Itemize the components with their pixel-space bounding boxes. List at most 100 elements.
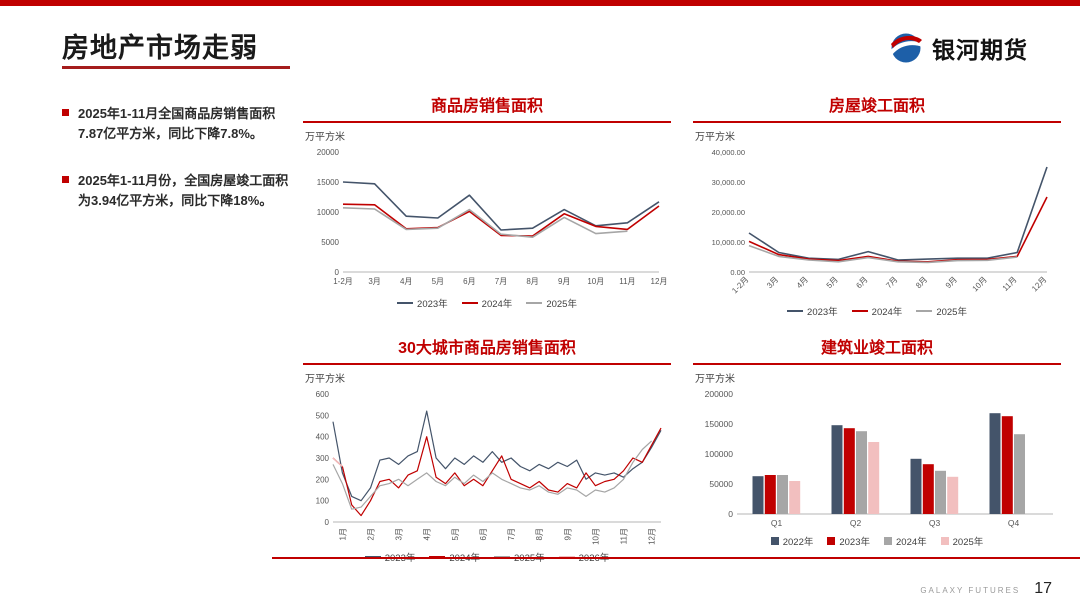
legend-marker xyxy=(916,310,933,312)
x-tick-label: Q4 xyxy=(1008,518,1020,528)
y-tick-label: 200 xyxy=(316,475,330,484)
bar-2022年-Q3 xyxy=(910,458,922,514)
x-tick-label: 9月 xyxy=(558,277,570,286)
galaxy-logo-icon xyxy=(890,33,923,63)
legend-item-2024年: 2024年 xyxy=(461,296,512,310)
x-tick-label: 5月 xyxy=(825,275,840,290)
legend-label: 2023年 xyxy=(807,307,838,318)
x-tick-label: 7月 xyxy=(495,277,507,286)
legend-label: 2025年 xyxy=(952,537,984,548)
x-tick-label: 8月 xyxy=(914,275,929,290)
legend-label: 2023年 xyxy=(839,537,870,548)
line-series-2023年 xyxy=(748,166,1048,261)
footer-accent-line xyxy=(272,557,1080,559)
x-tick-label: Q2 xyxy=(850,518,862,528)
x-tick-label: 10月 xyxy=(587,277,604,286)
legend-item-2024年: 2024年 xyxy=(884,534,927,548)
bar-2025年-Q3 xyxy=(947,476,959,514)
legend-label: 2024年 xyxy=(871,307,903,318)
x-tick-label: 10月 xyxy=(970,275,988,293)
chart-panel-commodity-housing-sales: 商品房销售面积 万平方米 0 5000 10000 15000 20000 1-2月 3月 4… xyxy=(303,92,671,318)
y-axis-unit-label: 万平方米 xyxy=(305,132,345,143)
bar-2024年-Q3 xyxy=(935,470,946,514)
line-series-2025年 xyxy=(748,244,1018,264)
legend-item-2022年: 2022年 xyxy=(770,534,813,548)
x-tick-label: 1-2月 xyxy=(333,277,353,286)
legend-item-2023年: 2023年 xyxy=(827,534,870,548)
legend-item-2023年: 2023年 xyxy=(397,296,448,310)
x-tick-label: 1月 xyxy=(338,528,347,540)
y-tick-label: 100 xyxy=(316,497,330,506)
line-chart-completion-area: 0.00 10,000.00 20,000.00 30,000.00 40,000.00… xyxy=(712,148,1049,295)
legend-marker xyxy=(940,537,949,545)
x-tick-label: 12月 xyxy=(648,528,657,545)
x-tick-label: 4月 xyxy=(400,277,412,286)
legend-marker xyxy=(770,537,779,545)
chart-title: 房屋竣工面积 xyxy=(693,92,1061,123)
y-tick-label: 100000 xyxy=(705,449,734,459)
y-axis-unit-label: 万平方米 xyxy=(695,132,735,143)
x-tick-label: 10月 xyxy=(591,528,600,545)
line-series-2024年 xyxy=(342,203,660,237)
top-accent-bar xyxy=(0,0,1080,6)
charts-grid: 商品房销售面积 万平方米 0 5000 10000 15000 20000 1-2月 3月 4… xyxy=(303,92,1061,564)
y-tick-label: 5000 xyxy=(321,238,339,247)
legend-label: 2025年 xyxy=(936,307,967,318)
x-tick-label: 3月 xyxy=(368,277,380,286)
x-tick-label: 12月 xyxy=(651,277,668,286)
y-axis-unit-label: 万平方米 xyxy=(695,374,735,385)
x-tick-label: Q3 xyxy=(929,518,941,528)
x-tick-label: 9月 xyxy=(944,275,959,290)
line-series-2023年 xyxy=(332,410,662,502)
bar-2023年-Q4 xyxy=(1001,416,1013,514)
y-tick-label: 20,000.00 xyxy=(712,208,745,217)
legend-marker xyxy=(461,302,478,304)
bullet-text-completion: 2025年1-11月份，全国房屋竣工面积为3.94亿平方米，同比下降18%。 xyxy=(78,173,289,208)
footer: GALAXY FUTURES 17 xyxy=(920,580,1052,598)
chart-panel-construction-completion: 建筑业竣工面积 万平方米 0 50000 100000 150000 200000 Q1 Q… xyxy=(693,334,1061,564)
x-tick-label: 11月 xyxy=(1001,275,1019,293)
chart-panel-30-cities-sales: 30大城市商品房销售面积 万平方米 0 100 200 300 400 500 600 1月 2… xyxy=(303,334,671,564)
bar-2022年-Q2 xyxy=(831,425,843,514)
x-tick-label: 9月 xyxy=(563,528,572,540)
legend-item-2023年: 2023年 xyxy=(787,304,838,318)
bar-chart-construction: 0 50000 100000 150000 200000 Q1 Q2 Q3 Q4 xyxy=(705,389,1053,528)
legend-label: 2023年 xyxy=(417,299,448,310)
bullet-marker xyxy=(62,176,69,183)
line-series-2025年 xyxy=(332,440,653,510)
x-tick-label: 4月 xyxy=(423,528,432,540)
line-series-2025年 xyxy=(342,207,628,238)
x-tick-label: 1-2月 xyxy=(730,275,750,295)
bar-2024年-Q1 xyxy=(777,475,788,514)
bullet-marker xyxy=(62,109,69,116)
galaxy-futures-logo: 银河期货 xyxy=(888,30,1028,66)
legend-marker xyxy=(827,537,836,545)
x-tick-label: 6月 xyxy=(479,528,488,540)
y-tick-label: 20000 xyxy=(317,148,340,157)
bullet-point: 2025年1-11月全国商品房销售面积7.87亿平方米，同比下降7.8%。 xyxy=(62,104,294,143)
y-tick-label: 0 xyxy=(325,518,330,527)
chart-panel-housing-completion: 房屋竣工面积 万平方米 0.00 10,000.00 20,000.00 30,000… xyxy=(693,92,1061,318)
chart-title: 建筑业竣工面积 xyxy=(693,334,1061,365)
chart-title: 商品房销售面积 xyxy=(303,92,671,123)
x-tick-label: 6月 xyxy=(854,275,869,290)
x-tick-label: 12月 xyxy=(1030,275,1048,293)
x-tick-label: 8月 xyxy=(535,528,544,540)
y-tick-label: 0 xyxy=(728,509,733,519)
bar-2024年-Q2 xyxy=(856,431,867,514)
bar-2022年-Q4 xyxy=(989,413,1001,514)
legend-label: 2025年 xyxy=(546,299,577,310)
legend-item-2025年: 2025年 xyxy=(940,534,984,548)
chart-legend: 2023年 2024年 2025年 xyxy=(693,304,1061,318)
title-underline xyxy=(62,66,290,69)
bar-2025年-Q2 xyxy=(868,442,880,514)
x-tick-label: 7月 xyxy=(507,528,516,540)
bar-2023年-Q3 xyxy=(922,464,934,514)
y-axis-unit-label: 万平方米 xyxy=(305,374,345,385)
chart-legend: 2022年 2023年 2024年 2025年 xyxy=(693,534,1061,548)
legend-marker xyxy=(526,302,543,304)
y-tick-label: 15000 xyxy=(317,178,340,187)
bar-2022年-Q1 xyxy=(752,476,764,514)
y-tick-label: 40,000.00 xyxy=(712,148,745,157)
